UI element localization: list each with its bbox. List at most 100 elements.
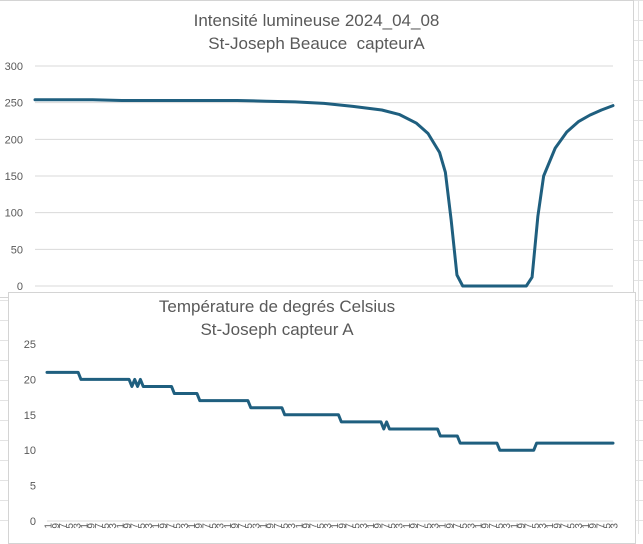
light-intensity-plot: 0 50 100 150 200 250 300 [5, 61, 615, 293]
x-tick-label: 5 [459, 523, 470, 529]
x-tick-label: 1 [44, 523, 55, 529]
x-tick-label: 5 [280, 523, 291, 529]
x-tick-label: 7 [345, 523, 356, 529]
x-tick-label: 7 [201, 523, 212, 529]
y-tick-label: 25 [24, 339, 36, 351]
x-tick-label: 3 [431, 523, 442, 529]
temperature-plot: 0510152025197531975319753197531975319753… [24, 339, 621, 529]
x-tick-label: 7 [380, 523, 391, 529]
x-tick-label: 5 [531, 523, 542, 529]
x-tick-label: 3 [251, 523, 262, 529]
y-tick-label: 10 [24, 445, 36, 457]
x-tick-label: 9 [194, 523, 205, 529]
x-tick-label: 9 [337, 523, 348, 529]
x-tick-label: 1 [545, 523, 556, 529]
x-tick-label: 9 [230, 523, 241, 529]
y-tick-label: 200 [5, 134, 23, 146]
x-tick-label: 9 [373, 523, 384, 529]
x-tick-label: 3 [323, 523, 334, 529]
x-tick-label: 3 [108, 523, 119, 529]
x-tick-label: 9 [158, 523, 169, 529]
x-tick-label: 3 [287, 523, 298, 529]
x-tick-label: 3 [538, 523, 549, 529]
series-line [45, 370, 615, 452]
x-tick-label: 1 [402, 523, 413, 529]
x-tick-label: 5 [101, 523, 112, 529]
x-tick-label: 9 [481, 523, 492, 529]
y-tick-label: 50 [11, 244, 23, 256]
y-tick-label: 100 [5, 208, 23, 220]
x-tick-label: 5 [173, 523, 184, 529]
x-tick-label: 3 [395, 523, 406, 529]
x-tick-label: 1 [115, 523, 126, 529]
x-tick-label: 7 [559, 523, 570, 529]
y-tick-label: 5 [30, 481, 36, 493]
x-tick-label: 5 [388, 523, 399, 529]
x-tick-label: 1 [438, 523, 449, 529]
x-tick-label: 3 [466, 523, 477, 529]
x-tick-label: 3 [574, 523, 585, 529]
x-tick-label: 9 [552, 523, 563, 529]
y-tick-label: 150 [5, 171, 23, 183]
x-tick-label: 1 [330, 523, 341, 529]
x-tick-label: 5 [65, 523, 76, 529]
x-tick-label: 7 [130, 523, 141, 529]
x-tick-label: 9 [409, 523, 420, 529]
y-tick-label: 0 [30, 516, 36, 528]
x-tick-label: 7 [309, 523, 320, 529]
x-tick-label: 3 [144, 523, 155, 529]
x-tick-label: 5 [423, 523, 434, 529]
x-tick-label: 9 [266, 523, 277, 529]
x-tick-label: 5 [208, 523, 219, 529]
x-tick-label: 1 [366, 523, 377, 529]
x-tick-label: 5 [352, 523, 363, 529]
x-tick-label: 9 [445, 523, 456, 529]
x-tick-label: 7 [94, 523, 105, 529]
x-tick-label: 7 [452, 523, 463, 529]
x-tick-label: 3 [216, 523, 227, 529]
x-tick-label: 9 [588, 523, 599, 529]
x-tick-label: 5 [137, 523, 148, 529]
x-tick-label: 3 [72, 523, 83, 529]
chart-subtitle: St-Joseph Beauce capteurA [208, 34, 425, 53]
light-intensity-chart[interactable]: Intensité lumineuse 2024_04_08 St-Joseph… [0, 0, 634, 298]
chart-subtitle: St-Joseph capteur A [200, 320, 354, 339]
x-tick-label: 5 [244, 523, 255, 529]
chart-title: Intensité lumineuse 2024_04_08 [193, 11, 440, 30]
x-tick-label: 1 [294, 523, 305, 529]
x-tick-label: 1 [223, 523, 234, 529]
temperature-chart[interactable]: Température de degrés Celsius St-Joseph … [8, 292, 636, 544]
series-line [33, 98, 615, 288]
x-tick-label: 3 [610, 523, 621, 529]
x-tick-label: 7 [237, 523, 248, 529]
x-tick-label: 7 [273, 523, 284, 529]
x-tick-label: 5 [495, 523, 506, 529]
x-tick-label: 5 [316, 523, 327, 529]
x-tick-label: 1 [474, 523, 485, 529]
x-tick-label: 7 [165, 523, 176, 529]
x-tick-label: 9 [517, 523, 528, 529]
x-tick-label: 7 [524, 523, 535, 529]
x-tick-label: 5 [602, 523, 613, 529]
x-tick-label: 1 [151, 523, 162, 529]
x-tick-label: 9 [122, 523, 133, 529]
y-tick-label: 15 [24, 410, 36, 422]
y-tick-label: 250 [5, 98, 23, 110]
y-tick-label: 300 [5, 61, 23, 73]
y-tick-label: 20 [24, 374, 36, 386]
x-tick-label: 1 [187, 523, 198, 529]
x-tick-label: 9 [51, 523, 62, 529]
x-tick-label: 1 [581, 523, 592, 529]
x-tick-label: 7 [595, 523, 606, 529]
x-tick-label: 1 [509, 523, 520, 529]
x-tick-label: 5 [567, 523, 578, 529]
x-tick-label: 3 [359, 523, 370, 529]
x-tick-label: 7 [416, 523, 427, 529]
y-tick-label: 0 [17, 281, 23, 293]
x-tick-label: 9 [302, 523, 313, 529]
x-tick-label: 7 [488, 523, 499, 529]
x-tick-label: 3 [502, 523, 513, 529]
x-tick-label: 3 [180, 523, 191, 529]
x-tick-label: 1 [259, 523, 270, 529]
x-tick-label: 1 [79, 523, 90, 529]
